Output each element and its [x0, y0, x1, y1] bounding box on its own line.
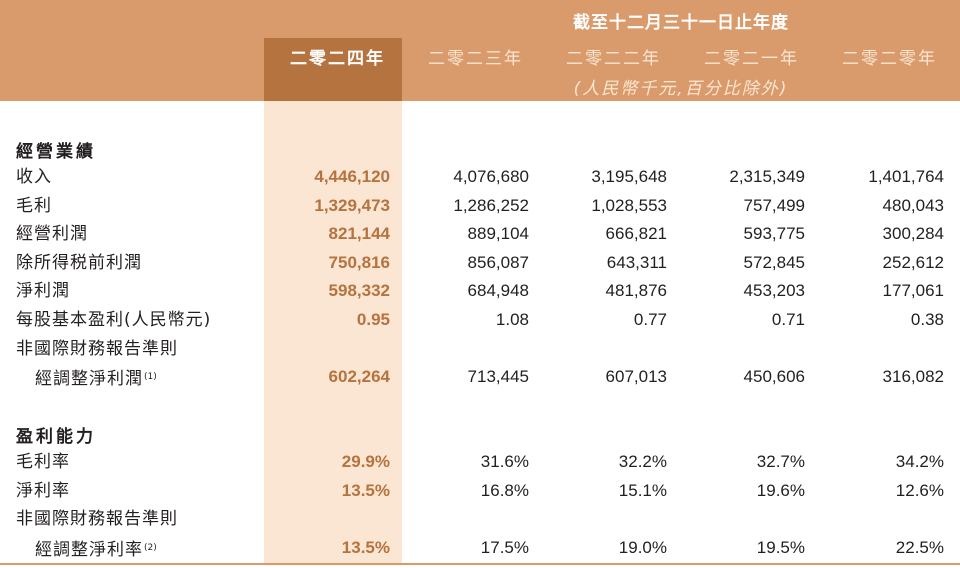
- cell-2022: 643,311: [606, 253, 667, 272]
- unit-note: (人民幣千元,百分比除外): [573, 79, 789, 99]
- cell-2023: 856,087: [467, 253, 529, 272]
- row-label: 每股基本盈利(人民幣元): [16, 310, 212, 330]
- table-row: 每股基本盈利(人民幣元) 0.95 1.08 0.77 0.71 0.38: [0, 306, 960, 334]
- table-row: 除所得税前利潤 750,816 856,087 643,311 572,845 …: [0, 249, 960, 277]
- cell-2024: 821,144: [328, 224, 390, 243]
- cell-2020: 1,401,764: [868, 167, 944, 186]
- cell-2023: 31.6%: [480, 452, 529, 471]
- table-row: 毛利 1,329,473 1,286,252 1,028,553 757,499…: [0, 192, 960, 220]
- cell-2021: 757,499: [743, 196, 805, 215]
- cell-2023: 1,286,252: [453, 196, 529, 215]
- cell-2022: 3,195,648: [591, 167, 667, 186]
- current-year-header-cell: [264, 38, 402, 101]
- cell-2020: 12.6%: [895, 481, 944, 500]
- cell-2022: 15.1%: [618, 481, 667, 500]
- cell-2020: 22.5%: [895, 538, 944, 557]
- cell-2024: 13.5%: [341, 538, 390, 557]
- cell-2022: 32.2%: [618, 452, 667, 471]
- cell-2024: 750,816: [328, 253, 390, 272]
- table-row: 毛利率 29.9% 31.6% 32.2% 32.7% 34.2%: [0, 448, 960, 476]
- row-label-text: 經調整淨利潤: [35, 369, 143, 389]
- cell-2020: 34.2%: [895, 452, 944, 471]
- row-label: 經營利潤: [16, 224, 88, 244]
- cell-2023: 889,104: [467, 224, 529, 243]
- cell-2021: 0.71: [771, 310, 805, 329]
- cell-2024: 29.9%: [341, 452, 390, 471]
- cell-2023: 17.5%: [480, 538, 529, 557]
- cell-2020: 300,284: [882, 224, 944, 243]
- cell-2024: 4,446,120: [314, 167, 390, 186]
- cell-2024: 0.95: [356, 310, 390, 329]
- table-header-band: [0, 0, 960, 101]
- table-row: 非國際財務報告準則: [0, 335, 960, 363]
- cell-2021: 19.6%: [756, 481, 805, 500]
- cell-2021: 2,315,349: [729, 167, 805, 186]
- section-title-profitability: 盈利能力: [16, 427, 96, 447]
- current-year-column-highlight: [264, 101, 402, 563]
- footnote-marker: (1): [144, 372, 157, 382]
- cell-2022: 19.0%: [618, 538, 667, 557]
- row-label: 淨利潤: [16, 281, 70, 301]
- row-label: 非國際財務報告準則: [16, 509, 178, 529]
- table-row: 淨利率 13.5% 16.8% 15.1% 19.6% 12.6%: [0, 477, 960, 505]
- period-heading: 截至十二月三十一日止年度: [573, 13, 789, 33]
- section-title-operating: 經營業績: [16, 142, 96, 162]
- year-header-2021: 二零二一年: [704, 49, 799, 69]
- cell-2022: 481,876: [605, 281, 667, 300]
- cell-2023: 1.08: [495, 310, 529, 329]
- table-row: 非國際財務報告準則: [0, 505, 960, 533]
- cell-2023: 16.8%: [480, 481, 529, 500]
- row-label: 經調整淨利潤(1): [35, 363, 157, 393]
- table-row: 淨利潤 598,332 684,948 481,876 453,203 177,…: [0, 277, 960, 305]
- cell-2020: 316,082: [882, 367, 944, 386]
- year-header-2024: 二零二四年: [290, 49, 385, 69]
- cell-2024: 1,329,473: [314, 196, 390, 215]
- cell-2023: 4,076,680: [453, 167, 529, 186]
- cell-2023: 713,445: [467, 367, 529, 386]
- row-label: 非國際財務報告準則: [16, 339, 178, 359]
- cell-2024: 602,264: [328, 367, 390, 386]
- row-label: 毛利: [16, 196, 52, 216]
- cell-2022: 0.77: [633, 310, 667, 329]
- year-header-2020: 二零二零年: [842, 49, 937, 69]
- year-header-2022: 二零二二年: [566, 49, 661, 69]
- cell-2020: 480,043: [882, 196, 944, 215]
- cell-2020: 177,061: [882, 281, 944, 300]
- cell-2021: 32.7%: [756, 452, 805, 471]
- year-header-2023: 二零二三年: [428, 49, 523, 69]
- cell-2021: 453,203: [743, 281, 805, 300]
- cell-2022: 607,013: [605, 367, 667, 386]
- cell-2021: 450,606: [743, 367, 805, 386]
- cell-2024: 13.5%: [341, 481, 390, 500]
- row-label: 淨利率: [16, 481, 70, 501]
- table-row: 經營利潤 821,144 889,104 666,821 593,775 300…: [0, 220, 960, 248]
- cell-2022: 666,821: [605, 224, 667, 243]
- footnote-marker: (2): [144, 543, 157, 553]
- cell-2021: 19.5%: [756, 538, 805, 557]
- cell-2021: 593,775: [743, 224, 805, 243]
- row-label: 經調整淨利率(2): [35, 534, 157, 564]
- cell-2020: 0.38: [910, 310, 944, 329]
- cell-2021: 572,845: [743, 253, 805, 272]
- table-row: 經調整淨利率(2) 13.5% 17.5% 19.0% 19.5% 22.5%: [0, 534, 960, 562]
- row-label: 除所得税前利潤: [16, 253, 142, 273]
- cell-2020: 252,612: [882, 253, 944, 272]
- cell-2022: 1,028,553: [591, 196, 667, 215]
- table-row: 經調整淨利潤(1) 602,264 713,445 607,013 450,60…: [0, 363, 960, 391]
- cell-2024: 598,332: [328, 281, 390, 300]
- cell-2023: 684,948: [467, 281, 529, 300]
- row-label-text: 經調整淨利率: [35, 540, 143, 560]
- table-bottom-rule: [0, 563, 960, 565]
- row-label: 收入: [16, 167, 52, 187]
- table-row: 收入 4,446,120 4,076,680 3,195,648 2,315,3…: [0, 163, 960, 191]
- row-label: 毛利率: [16, 452, 70, 472]
